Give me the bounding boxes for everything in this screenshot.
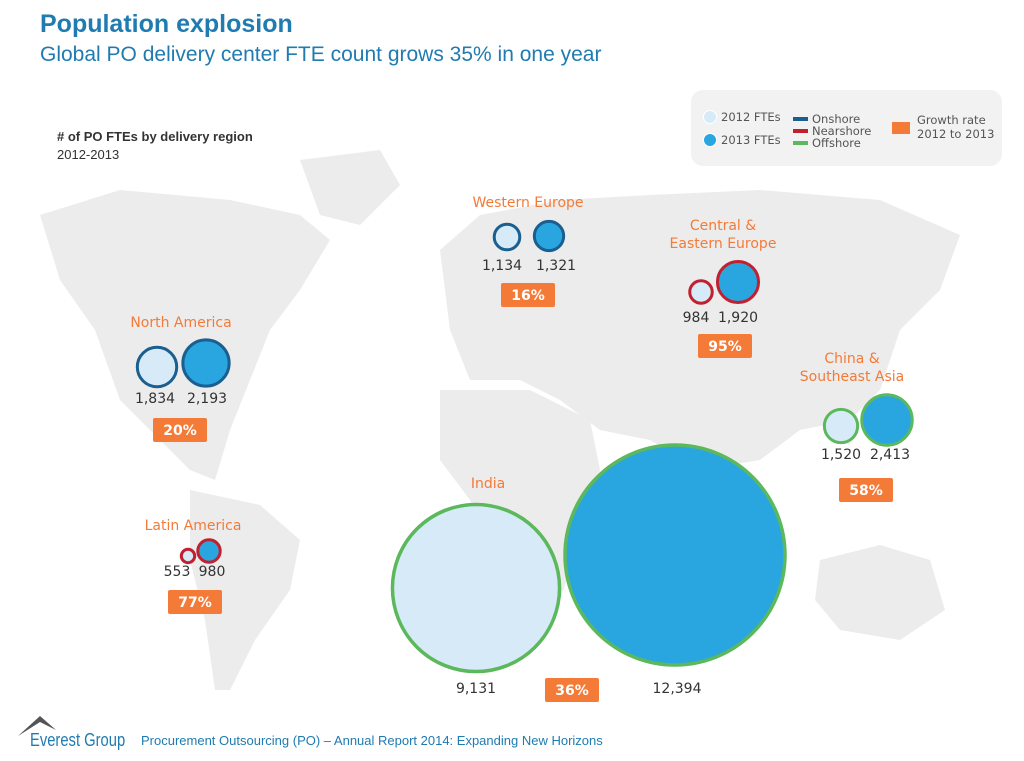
map-australia [815,545,945,640]
region-title: Central & [690,218,756,234]
map-continents [40,150,960,690]
value-label-2013: 1,321 [536,258,576,274]
bubble-2013 [715,259,761,305]
growth-rate-label: 77% [178,595,212,611]
region-title: India [471,476,505,492]
bubble-2012 [822,407,860,445]
bubble-2013 [860,393,914,447]
legend-growth-line1: Growth rate [917,113,986,127]
legend-offshore: Offshore [793,136,861,150]
footer-text: Procurement Outsourcing (PO) – Annual Re… [141,733,603,748]
bubble-2013 [196,538,222,564]
chart-title: # of PO FTEs by delivery region [57,129,253,144]
map-greenland [300,150,400,225]
value-label-2012: 1,520 [821,447,861,463]
region-title-line2: Eastern Europe [670,236,777,252]
growth-badge [501,283,555,307]
legend: 2012 FTEs 2013 FTEs Onshore Nearshore Of… [691,90,1002,166]
value-label-2012: 1,834 [135,391,175,407]
bubble-2012 [688,279,714,305]
growth-badge [545,678,599,702]
value-label-2012: 553 [164,564,191,580]
everest-logo-icon [18,716,56,736]
value-label-2013: 2,413 [870,447,910,463]
footer-brand: Everest Group [30,730,126,750]
bubble-2012 [135,345,179,389]
legend-onshore-swatch [793,117,808,121]
map-south-america [190,490,300,690]
legend-nearshore: Nearshore [793,124,871,138]
legend-2013-swatch [703,133,717,147]
legend-growth-color [892,122,910,134]
growth-rate-label: 58% [849,483,883,499]
bubble-2013 [532,219,566,253]
legend-2013: 2013 FTEs [703,133,781,147]
value-label-2013: 2,193 [187,391,227,407]
legend-growth: Growth rate 2012 to 2013 [917,113,994,141]
value-label-2013: 12,394 [653,681,702,697]
region-title: Western Europe [472,195,583,211]
value-label-2013: 980 [199,564,226,580]
region-title-line2: Southeast Asia [800,369,904,385]
page-title: Population explosion [40,10,293,38]
legend-nearshore-label: Nearshore [812,124,872,138]
region-title: Latin America [145,518,242,534]
bubble-2013 [181,338,231,388]
growth-rate-label: 95% [708,339,742,355]
growth-badge [839,478,893,502]
map-africa [440,390,600,630]
legend-2012-swatch [703,110,717,124]
legend-2012-label: 2012 FTEs [721,110,781,124]
bubble-2012 [179,547,197,565]
bubble-2012 [492,222,522,252]
value-label-2012: 984 [683,310,710,326]
growth-rate-label: 16% [511,288,545,304]
legend-growth-line2: 2012 to 2013 [917,127,995,141]
bubble-2013 [563,443,787,667]
legend-onshore: Onshore [793,112,860,126]
legend-2012: 2012 FTEs [703,110,781,124]
legend-offshore-swatch [793,141,808,145]
growth-rate-label: 20% [163,423,197,439]
growth-badge [698,334,752,358]
map-north-america [40,190,330,480]
value-label-2012: 9,131 [456,681,496,697]
map-europe-asia [440,190,960,470]
growth-badge [153,418,207,442]
legend-growth-swatch [892,122,910,134]
value-label-2013: 1,920 [718,310,758,326]
region-title: China & [824,351,879,367]
chart-subtitle: 2012-2013 [57,147,120,162]
legend-2013-label: 2013 FTEs [721,133,781,147]
region-title: North America [130,315,231,331]
legend-offshore-label: Offshore [812,136,861,150]
page-subtitle: Global PO delivery center FTE count grow… [40,43,602,66]
legend-onshore-label: Onshore [812,112,861,126]
growth-rate-label: 36% [555,683,589,699]
value-label-2012: 1,134 [482,258,522,274]
bubble-2012 [390,502,562,674]
legend-nearshore-swatch [793,129,808,133]
growth-badge [168,590,222,614]
